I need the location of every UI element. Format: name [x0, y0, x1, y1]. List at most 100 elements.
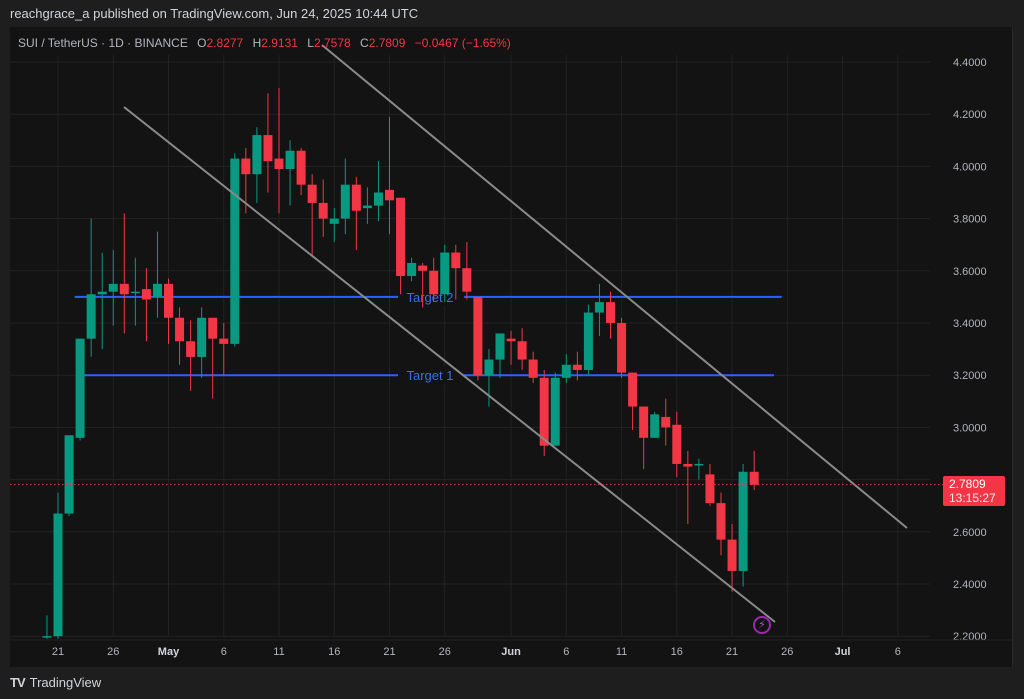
bearish-candle: [141, 289, 151, 300]
bullish-candle: [64, 435, 74, 514]
date-tick-label: 11: [273, 646, 284, 658]
bearish-candle: [318, 202, 328, 219]
date-tick-label: 26: [439, 646, 451, 658]
bearish-candle: [396, 197, 406, 277]
bearish-candle: [429, 270, 439, 295]
bullish-candle: [650, 414, 660, 438]
price-tick-label: 3.8000: [953, 214, 987, 226]
bullish-candle: [550, 377, 560, 446]
date-tick-label: 21: [52, 646, 64, 658]
date-tick-label: 21: [726, 646, 738, 658]
bearish-candle: [263, 135, 273, 162]
symbol-legend: SUI / TetherUS · 1D · BINANCE O2.8277 H2…: [18, 36, 511, 50]
publisher-caption: reachgrace_a published on TradingView.co…: [10, 6, 419, 21]
date-tick-label: 6: [895, 646, 901, 658]
tradingview-logo-icon: TV: [10, 675, 26, 690]
bearish-candle: [617, 323, 627, 373]
bullish-candle: [152, 283, 162, 297]
bearish-candle: [208, 317, 218, 339]
bullish-candle: [495, 333, 505, 360]
date-tick-label: 16: [671, 646, 683, 658]
channel-trendline: [123, 106, 776, 623]
date-tick-label: 16: [328, 646, 340, 658]
bullish-candle: [362, 205, 372, 209]
bearish-candle: [572, 364, 582, 370]
bullish-candle: [340, 184, 350, 219]
price-tick-label: 4.0000: [953, 161, 987, 173]
bar-countdown: 13:15:27: [949, 491, 996, 505]
bearish-candle: [672, 424, 682, 464]
price-axis: 4.4000 4.2000 4.0000 3.8000 3.6000 3.4000 3.20…: [953, 57, 987, 643]
last-price-value: 2.7809: [949, 477, 986, 491]
low-label: L: [307, 36, 314, 50]
bearish-candle: [528, 359, 538, 378]
bearish-candle: [539, 377, 549, 446]
bullish-candle: [285, 150, 295, 170]
symbol-name: SUI / TetherUS · 1D · BINANCE: [18, 36, 188, 50]
bearish-candle: [451, 252, 461, 269]
bearish-candle: [749, 471, 759, 485]
bullish-candle: [42, 636, 52, 638]
price-tick-label: 3.6000: [953, 266, 987, 278]
change-value: −0.0467 (−1.65%): [414, 36, 511, 50]
date-tick-label: 26: [107, 646, 119, 658]
bullish-candle: [86, 294, 96, 339]
bullish-candle: [583, 312, 593, 370]
bullish-candle: [97, 291, 107, 295]
candles: [42, 88, 759, 639]
bearish-candle: [351, 184, 361, 211]
close-value: 2.7809: [368, 36, 406, 50]
bullish-candle: [197, 317, 207, 357]
price-tick-label: 2.6000: [953, 527, 987, 539]
alert-lightning-icon[interactable]: ⚡: [753, 616, 771, 634]
bearish-candle: [727, 539, 737, 571]
open-value: 2.8277: [206, 36, 244, 50]
bullish-candle: [329, 218, 339, 224]
bearish-candle: [517, 341, 527, 360]
bullish-candle: [252, 135, 262, 175]
bearish-candle: [119, 283, 129, 295]
bullish-candle: [75, 338, 85, 438]
bearish-candle: [164, 283, 173, 318]
close-label: C: [360, 36, 369, 50]
bearish-candle: [418, 265, 428, 271]
price-tick-label: 3.4000: [953, 318, 987, 330]
channel-lines: [123, 44, 908, 623]
bullish-candle: [738, 471, 748, 571]
bearish-candle: [473, 296, 483, 376]
bearish-candle: [462, 268, 472, 292]
bearish-candle: [716, 503, 726, 540]
bearish-candle: [241, 158, 251, 175]
grid-lines: [10, 55, 930, 637]
price-tick-label: 2.2000: [953, 631, 987, 643]
bullish-candle: [373, 192, 383, 206]
last-price-tag: 2.7809 13:15:27: [943, 476, 1005, 506]
bearish-candle: [506, 338, 516, 342]
bearish-candle: [219, 338, 229, 344]
bullish-candle: [440, 252, 450, 295]
price-tick-label: 3.0000: [953, 422, 987, 434]
date-tick-label: 26: [781, 646, 793, 658]
date-tick-label: 11: [616, 646, 627, 658]
date-tick-label: Jul: [835, 646, 851, 658]
bullish-candle: [407, 262, 417, 277]
bearish-candle: [385, 189, 394, 201]
bullish-candle: [694, 463, 704, 466]
bearish-candle: [307, 184, 317, 203]
bearish-candle: [274, 158, 284, 170]
date-tick-label: 6: [221, 646, 227, 658]
high-value: 2.9131: [261, 36, 298, 50]
price-tick-label: 4.2000: [953, 109, 987, 121]
price-tick-label: 3.2000: [953, 370, 987, 382]
bullish-candle: [53, 513, 63, 637]
bearish-candle: [296, 150, 306, 185]
bearish-candle: [606, 302, 615, 323]
channel-trendline: [321, 44, 908, 529]
bearish-candle: [628, 372, 638, 407]
date-tick-label: 6: [563, 646, 569, 658]
price-tick-label: 2.4000: [953, 579, 987, 591]
bearish-candle: [175, 317, 185, 342]
bearish-candle: [683, 463, 693, 467]
bearish-candle: [661, 416, 671, 428]
